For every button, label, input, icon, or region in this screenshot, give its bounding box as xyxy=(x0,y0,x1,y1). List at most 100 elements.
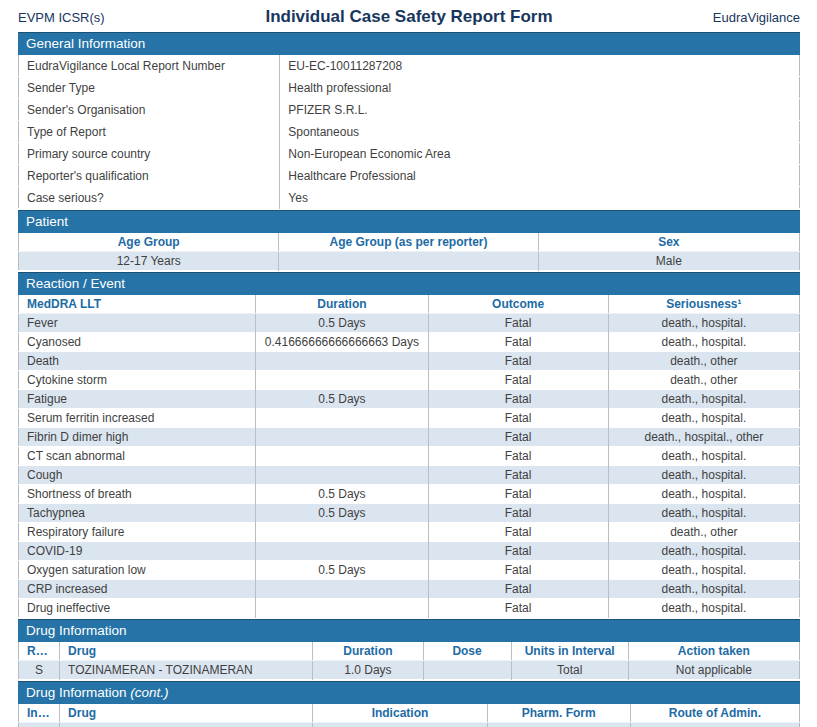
column-header: Indication xyxy=(313,704,487,723)
drug-information-cont-table: Info³DrugIndicationPharm. FormRoute of A… xyxy=(18,704,800,727)
cell: Fatal xyxy=(428,523,608,542)
table-row: Oxygen saturation low0.5 DaysFataldeath.… xyxy=(19,561,800,580)
section-reaction-event: Reaction / Event MedDRA LLTDurationOutco… xyxy=(18,272,800,618)
cell: Fatal xyxy=(428,561,608,580)
cell: Fatal xyxy=(428,542,608,561)
table-row: EudraVigilance Local Report NumberEU-EC-… xyxy=(19,55,800,77)
patient-table: Age GroupAge Group (as per reporter)Sex … xyxy=(18,233,800,271)
cell xyxy=(256,466,428,485)
cell: Fatal xyxy=(428,466,608,485)
column-header: Sex xyxy=(538,233,799,252)
column-header: Drug xyxy=(60,704,313,723)
field-label: Primary source country xyxy=(19,143,280,165)
cell: 0.5 Days xyxy=(256,504,428,523)
cell: death., hospital. xyxy=(608,466,799,485)
cell: TOZINAMERAN - TOZINAMERAN xyxy=(60,723,313,727)
cell: death., hospital. xyxy=(608,447,799,466)
field-label: EudraVigilance Local Report Number xyxy=(19,55,280,77)
table-row: TOZINAMERAN - TOZINAMERANCOVID-19 immuni… xyxy=(19,723,800,727)
table-row: Cytokine stormFataldeath., other xyxy=(19,371,800,390)
section-header-drug-information: Drug Information xyxy=(18,619,800,642)
column-header: Age Group xyxy=(19,233,279,252)
section-header-drug-information-cont: Drug Information (cont.) xyxy=(18,681,800,704)
cell: death., hospital. xyxy=(608,333,799,352)
field-label: Type of Report xyxy=(19,121,280,143)
cell: death., hospital. xyxy=(608,390,799,409)
column-header: Pharm. Form xyxy=(487,704,630,723)
cell: death., other xyxy=(608,352,799,371)
cell: Drug ineffective xyxy=(19,599,256,618)
cell: death., hospital. xyxy=(608,542,799,561)
table-row: Case serious?Yes xyxy=(19,187,800,209)
table-row: Primary source countryNon-European Econo… xyxy=(19,143,800,165)
table-row: Sender's OrganisationPFIZER S.R.L. xyxy=(19,99,800,121)
cell: COVID-19 immunisation xyxy=(313,723,487,727)
column-header: Role² xyxy=(19,642,60,661)
cell: Death xyxy=(19,352,256,371)
table-row: Tachypnea0.5 DaysFataldeath., hospital. xyxy=(19,504,800,523)
cell xyxy=(256,542,428,561)
field-label: Sender's Organisation xyxy=(19,99,280,121)
cell: Male xyxy=(538,252,799,271)
table-row: Shortness of breath0.5 DaysFataldeath., … xyxy=(19,485,800,504)
cell: TOZINAMERAN - TOZINAMERAN xyxy=(60,661,313,680)
table-row: Drug ineffective Fataldeath., hospital. xyxy=(19,599,800,618)
field-value: EU-EC-10011287208 xyxy=(280,55,800,77)
section-general-information: General Information EudraVigilance Local… xyxy=(18,32,800,209)
drug-information-table: Role²DrugDurationDoseUnits in IntervalAc… xyxy=(18,642,800,680)
section-header-reaction-event: Reaction / Event xyxy=(18,272,800,295)
cell: Tachypnea xyxy=(19,504,256,523)
table-row: Serum ferritin increasedFataldeath., hos… xyxy=(19,409,800,428)
table-row: Fatigue0.5 DaysFataldeath., hospital. xyxy=(19,390,800,409)
page-title: Individual Case Safety Report Form xyxy=(188,7,630,27)
cell: 12-17 Years xyxy=(19,252,279,271)
cell: Fatal xyxy=(428,485,608,504)
cell: Fatal xyxy=(428,428,608,447)
section-title-cont-suffix: (cont.) xyxy=(130,685,168,700)
column-header: Route of Admin. xyxy=(630,704,799,723)
cell xyxy=(487,723,630,727)
cell: Fatal xyxy=(428,447,608,466)
field-label: Case serious? xyxy=(19,187,280,209)
cell: Fatal xyxy=(428,371,608,390)
cell xyxy=(256,447,428,466)
cell: Fatal xyxy=(428,390,608,409)
column-header: MedDRA LLT xyxy=(19,295,256,314)
field-value: Spontaneous xyxy=(280,121,800,143)
cell: 0.5 Days xyxy=(256,390,428,409)
header-left-label: EVPM ICSR(s) xyxy=(18,10,188,25)
cell xyxy=(256,409,428,428)
field-value: Health professional xyxy=(280,77,800,99)
cell: Fatal xyxy=(428,314,608,333)
cell: death., hospital. xyxy=(608,599,799,618)
table-row: 12-17 Years Male xyxy=(19,252,800,271)
table-row: Type of ReportSpontaneous xyxy=(19,121,800,143)
cell: 0.41666666666666663 Days xyxy=(256,333,428,352)
cell: Cytokine storm xyxy=(19,371,256,390)
table-row: Cyanosed0.41666666666666663 DaysFataldea… xyxy=(19,333,800,352)
column-header: Seriousness¹ xyxy=(608,295,799,314)
drug-information-cont-header-row: Info³DrugIndicationPharm. FormRoute of A… xyxy=(19,704,800,723)
cell: death., hospital. xyxy=(608,485,799,504)
section-title-text: Drug Information xyxy=(26,685,127,700)
cell: death., hospital. xyxy=(608,580,799,599)
cell: Fibrin D dimer high xyxy=(19,428,256,447)
field-value: PFIZER S.R.L. xyxy=(280,99,800,121)
cell xyxy=(256,523,428,542)
table-row: Cough Fataldeath., hospital. xyxy=(19,466,800,485)
table-row: COVID-19Fataldeath., hospital. xyxy=(19,542,800,561)
cell: Fatal xyxy=(428,599,608,618)
cell: Respiratory failure xyxy=(19,523,256,542)
section-drug-information: Drug Information Role²DrugDurationDoseUn… xyxy=(18,619,800,680)
cell: Fatal xyxy=(428,352,608,371)
table-row: Fever0.5 DaysFataldeath., hospital. xyxy=(19,314,800,333)
reaction-event-table: MedDRA LLTDurationOutcomeSeriousness¹ Fe… xyxy=(18,295,800,618)
general-information-table: EudraVigilance Local Report NumberEU-EC-… xyxy=(18,55,800,209)
cell: 1.0 Days xyxy=(313,661,423,680)
cell: 0.5 Days xyxy=(256,314,428,333)
table-row: Death Fataldeath., other xyxy=(19,352,800,371)
section-header-general-information: General Information xyxy=(18,32,800,55)
table-row: Sender TypeHealth professional xyxy=(19,77,800,99)
cell xyxy=(19,723,60,727)
cell: Cough xyxy=(19,466,256,485)
